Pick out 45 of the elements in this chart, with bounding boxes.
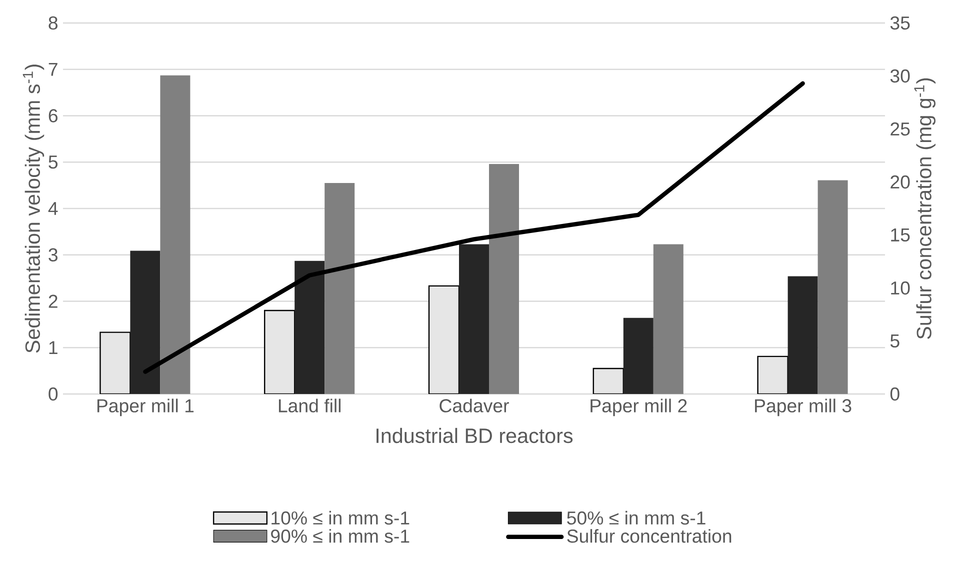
x-tick-label: Paper mill 3 — [755, 398, 852, 416]
bar — [653, 244, 684, 394]
bar — [160, 75, 190, 394]
legend-label: 50% ≤ in mm s-1 — [567, 510, 706, 525]
legend-label: Sulfur concentration — [567, 529, 732, 543]
x-tick-label: Cadaver — [440, 398, 509, 412]
bar — [818, 180, 848, 394]
x-tick-label: Land fill — [278, 398, 341, 412]
x-tick-label: Paper mill 2 — [590, 398, 687, 416]
y2-tick-label: 5 — [890, 334, 900, 348]
y-tick-label: 7 — [48, 62, 58, 76]
bar — [623, 318, 654, 394]
bar — [264, 310, 296, 394]
bar — [294, 260, 325, 394]
bar — [130, 250, 160, 394]
y2-tick-label: 20 — [890, 175, 910, 189]
y-tick-label: 5 — [48, 156, 58, 169]
y2-axis-title: Sulfur concentration (mg g$^{-1}$) — [914, 78, 936, 339]
bar — [324, 182, 355, 394]
y-axis-title: Sedimentation velocity (mm s$^{-1}$) — [22, 64, 44, 353]
y-tick-label: 6 — [48, 109, 58, 122]
y-tick-label: 1 — [49, 341, 58, 354]
y2-tick-label: 0 — [890, 387, 900, 401]
bar — [592, 368, 624, 394]
x-tick-label: Paper mill 1 — [97, 398, 194, 416]
y-tick-label: 4 — [48, 202, 58, 215]
legend-label: 90% ≤ in mm s-1 — [271, 529, 410, 543]
y-tick-label: 3 — [48, 248, 58, 262]
y2-tick-label: 10 — [891, 281, 910, 295]
y-tick-label: 2 — [48, 294, 58, 308]
y-tick-label: 0 — [48, 387, 58, 401]
bar — [428, 285, 460, 394]
bar — [459, 244, 490, 394]
x-axis-title: Industrial BD reactors — [376, 428, 573, 444]
line-series — [143, 81, 805, 374]
y2-tick-label: 15 — [891, 228, 910, 242]
bar — [788, 276, 818, 394]
bar — [100, 332, 131, 394]
bar — [489, 164, 519, 394]
y2-tick-label: 35 — [890, 16, 910, 30]
bar — [757, 356, 788, 394]
y2-tick-label: 30 — [890, 69, 910, 83]
legend-label: 10% ≤ in mm s-1 — [272, 510, 410, 525]
y2-tick-label: 25 — [890, 122, 910, 136]
y-tick-label: 8 — [48, 16, 58, 30]
